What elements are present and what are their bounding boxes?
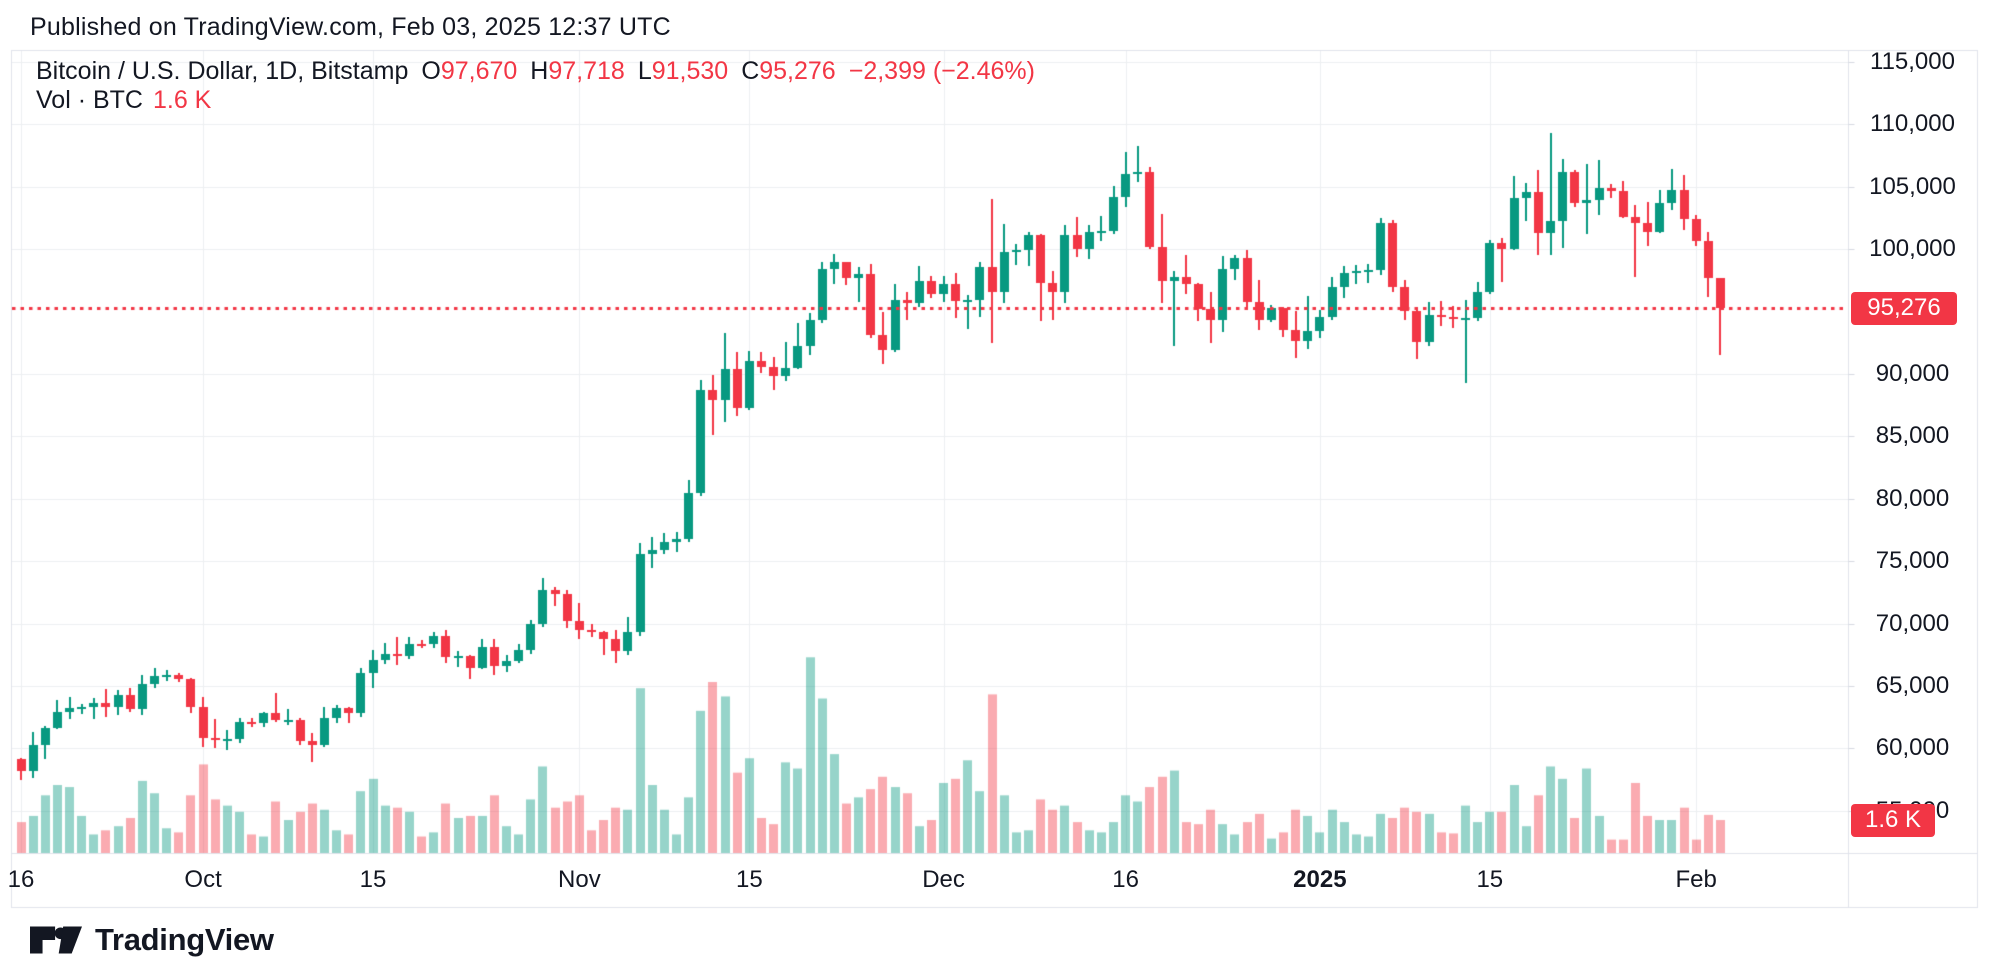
price-axis-label: 100,000 [1869,235,1956,263]
price-axis-label: 80,000 [1875,484,1950,512]
chart-legend-row: Bitcoin / U.S. Dollar, 1D, Bitstamp O 97… [36,57,1035,86]
current-volume-badge: 1.6 K [1851,803,1935,837]
high-label: H [530,57,549,85]
brand-name: TradingView [95,922,274,957]
price-axis-label: 105,000 [1869,172,1956,200]
volume-legend-row: Vol · BTC 1.6 K [36,86,211,115]
high-value: 97,718 [548,57,625,85]
volume-label: Vol · BTC [36,86,143,114]
close-value: 95,276 [759,57,836,85]
date-axis-label: 16 [1112,866,1139,893]
volume-value: 1.6 K [152,86,212,114]
price-axis: 115,000 110,000 105,000 100,000 90,000 85,000… [1848,0,1977,978]
date-axis-label: 15 [1476,866,1504,893]
date-axis-label: Nov [558,866,601,893]
tradingview-logo-icon [30,925,82,955]
symbol-title: Bitcoin / U.S. Dollar, 1D, Bitstamp [36,57,409,85]
date-axis-label: 15 [735,866,763,893]
price-axis-label: 65,000 [1875,672,1950,699]
published-line: Published on TradingView.com, Feb 03, 20… [30,13,671,41]
date-axis-label: Dec [922,866,965,893]
open-value: 97,670 [440,57,518,85]
close-label: C [741,57,760,85]
price-axis-label: 115,000 [1870,48,1955,75]
price-axis-label: 110,000 [1870,110,1955,138]
price-axis-label: 75,000 [1875,547,1950,575]
date-axis-label: 16 [7,866,35,893]
date-axis-label: Oct [184,866,222,893]
low-value: 91,530 [651,57,729,85]
date-axis-label: 2025 [1293,866,1347,893]
last-price-badge: 95,276 [1851,291,1957,325]
low-label: L [637,57,652,85]
price-axis-label: 85,000 [1875,422,1950,450]
price-axis-label: 90,000 [1875,360,1950,387]
change-value: −2,399 (−2.46%) [848,57,1035,85]
tradingview-branding[interactable]: TradingView [30,922,274,958]
date-axis-label: 15 [359,866,387,893]
price-axis-label: 70,000 [1875,609,1950,637]
open-label: O [421,57,441,85]
date-axis-label: Feb [1675,866,1717,893]
price-axis-label: 60,000 [1875,734,1950,762]
